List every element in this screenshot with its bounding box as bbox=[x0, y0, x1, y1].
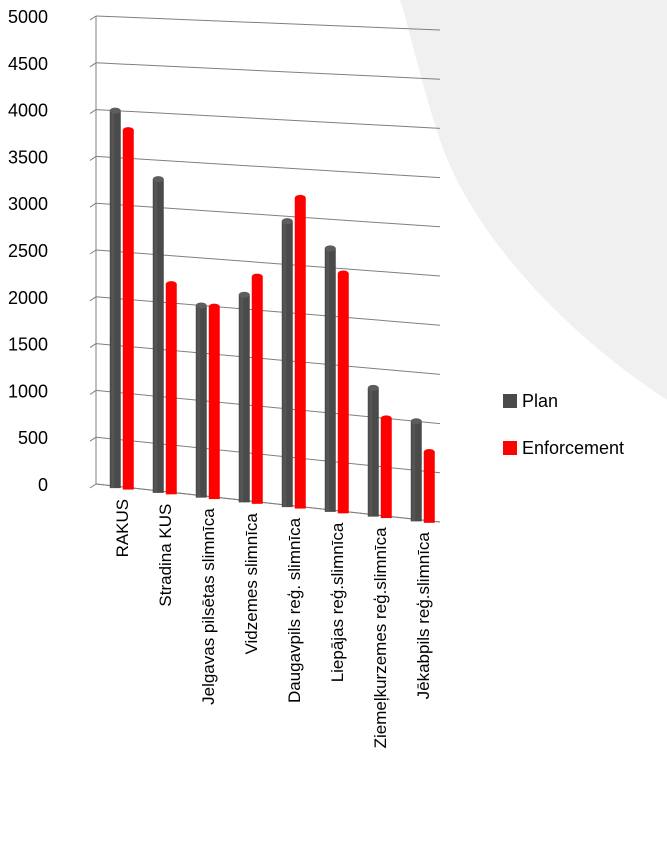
y-tick-label: 0 bbox=[38, 475, 48, 495]
x-tick-label: Liepājas reģ.slimnīca bbox=[328, 522, 347, 682]
bar-top bbox=[196, 302, 207, 308]
y-tick-label: 1000 bbox=[8, 381, 48, 401]
bar-highlight bbox=[326, 248, 329, 512]
bar-highlight bbox=[425, 452, 428, 523]
bar-plan-7 bbox=[411, 418, 422, 521]
legend-label-plan: Plan bbox=[522, 391, 558, 411]
bar-enforcement-7 bbox=[424, 449, 435, 523]
gridline-wall bbox=[90, 63, 96, 67]
y-tick-label: 1500 bbox=[8, 335, 48, 355]
bar-plan-5 bbox=[325, 245, 336, 512]
y-tick-label: 500 bbox=[18, 428, 48, 448]
bar-highlight bbox=[167, 284, 170, 494]
y-tick-label: 2000 bbox=[8, 288, 48, 308]
bar-highlight bbox=[111, 111, 114, 488]
bar-highlight bbox=[124, 130, 127, 489]
bar-enforcement-3 bbox=[252, 274, 263, 504]
background-wall bbox=[400, 0, 667, 400]
gridline-wall bbox=[90, 16, 96, 20]
x-tick-label: Ziemeļkurzemes reģ.slimnīca bbox=[371, 527, 390, 749]
legend-swatch-plan bbox=[503, 394, 517, 408]
gridline bbox=[96, 203, 440, 227]
bar-highlight bbox=[240, 295, 243, 503]
bar-plan-1 bbox=[153, 176, 164, 493]
bar-top bbox=[252, 274, 263, 280]
gridline bbox=[96, 16, 440, 30]
legend: Plan Enforcement bbox=[503, 391, 624, 458]
bar-highlight bbox=[210, 307, 213, 500]
bar-top bbox=[424, 449, 435, 455]
bar-enforcement-4 bbox=[295, 195, 306, 509]
bar-top bbox=[295, 195, 306, 201]
gridline-wall bbox=[90, 156, 96, 160]
gridline bbox=[96, 63, 440, 79]
bar-plan-0 bbox=[110, 108, 121, 488]
y-axis: 0 500 1000 1500 2000 2500 3000 3500 4000 4500 5000 bbox=[8, 7, 48, 495]
bar-highlight bbox=[412, 421, 415, 521]
bar-top bbox=[110, 108, 121, 114]
gridline bbox=[96, 156, 440, 177]
x-tick-label: Vidzemes slimnīca bbox=[242, 513, 261, 655]
y-tick-label: 3000 bbox=[8, 194, 48, 214]
bar-enforcement-2 bbox=[209, 304, 220, 500]
gridline-wall bbox=[90, 250, 96, 254]
legend-swatch-enforcement bbox=[503, 441, 517, 455]
y-tick-label: 5000 bbox=[8, 7, 48, 27]
y-tick-label: 4500 bbox=[8, 54, 48, 74]
bar-enforcement-6 bbox=[381, 415, 392, 518]
bar-top bbox=[239, 292, 250, 298]
y-tick-label: 3500 bbox=[8, 147, 48, 167]
y-tick-label: 4000 bbox=[8, 101, 48, 121]
bar-highlight bbox=[283, 221, 286, 507]
bar-plan-3 bbox=[239, 292, 250, 503]
gridline bbox=[96, 297, 440, 325]
y-tick-label: 2500 bbox=[8, 241, 48, 261]
gridline-wall bbox=[90, 297, 96, 301]
bars bbox=[110, 108, 435, 523]
bar-plan-4 bbox=[282, 218, 293, 507]
bar-highlight bbox=[382, 418, 385, 518]
x-axis: RAKUS Stradina KUS Jelgavas pilsētas slimn… bbox=[113, 499, 433, 749]
bar-enforcement-5 bbox=[338, 271, 349, 514]
bar-highlight bbox=[296, 198, 299, 509]
bar-enforcement-0 bbox=[123, 127, 134, 489]
bar-highlight bbox=[339, 274, 342, 514]
gridline-wall bbox=[90, 203, 96, 207]
bar-top bbox=[411, 418, 422, 424]
gridline-wall bbox=[90, 344, 96, 348]
bar-highlight bbox=[369, 388, 372, 517]
gridline-wall bbox=[90, 437, 96, 441]
x-tick-label: Jēkabpils reģ.slimnīca bbox=[414, 532, 433, 700]
bar-top bbox=[123, 127, 134, 133]
gridline bbox=[96, 250, 440, 276]
bar-plan-6 bbox=[368, 385, 379, 517]
bar-plan-2 bbox=[196, 302, 207, 497]
x-tick-label: RAKUS bbox=[113, 499, 132, 558]
x-tick-label: Daugavpils reģ. slimnīca bbox=[285, 517, 304, 703]
gridline-wall bbox=[90, 484, 96, 488]
gridline-wall bbox=[90, 390, 96, 394]
x-tick-label: Stradina KUS bbox=[156, 504, 175, 607]
legend-label-enforcement: Enforcement bbox=[522, 438, 624, 458]
bar-enforcement-1 bbox=[166, 281, 177, 494]
gridline bbox=[96, 110, 440, 129]
bar-top bbox=[282, 218, 293, 224]
bar-highlight bbox=[253, 277, 256, 504]
bar-top bbox=[381, 415, 392, 421]
bar-top bbox=[338, 271, 349, 277]
bar-top bbox=[166, 281, 177, 287]
bar-top bbox=[325, 245, 336, 251]
bar-top bbox=[209, 304, 220, 310]
bar-top bbox=[153, 176, 164, 182]
bar-highlight bbox=[197, 305, 200, 497]
x-tick-label: Jelgavas pilsētas slimnīca bbox=[199, 508, 218, 705]
bar-top bbox=[368, 385, 379, 391]
gridline-wall bbox=[90, 110, 96, 114]
bar-highlight bbox=[154, 179, 157, 493]
gridline bbox=[96, 344, 440, 375]
